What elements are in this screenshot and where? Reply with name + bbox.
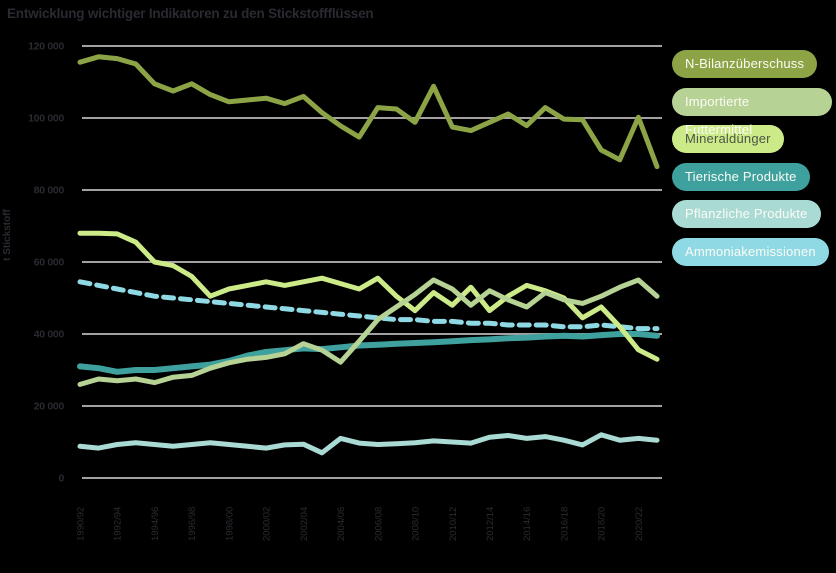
series-line-ammoniakemissionen bbox=[77, 279, 660, 332]
legend-pill-pflanzliche-produkte[interactable]: Pflanzliche Produkte bbox=[672, 200, 821, 228]
series-line-importierte-futtermittel bbox=[77, 277, 660, 387]
legend-pill-importierte-futtermittel[interactable]: Importierte Futtermittel bbox=[672, 87, 832, 137]
x-tick-label: 2018/20 bbox=[597, 507, 608, 541]
x-tick-label: 1996/98 bbox=[187, 507, 198, 541]
y-tick-label: 40 000 bbox=[34, 329, 65, 341]
y-axis-title: t Stickstoff bbox=[2, 208, 13, 260]
x-tick-label: 1992/94 bbox=[113, 507, 124, 541]
x-tick-label: 2000/02 bbox=[262, 507, 273, 541]
y-tick-label: 0 bbox=[58, 473, 64, 485]
legend-pill-tierische-produkte[interactable]: Tierische Produkte bbox=[672, 162, 810, 191]
y-tick-label: 120 000 bbox=[28, 41, 64, 53]
series-line-tierische-produkte bbox=[77, 331, 660, 375]
legend-pill-n-bilanz-berschuss[interactable]: N-Bilanzüberschuss bbox=[672, 50, 818, 78]
data-series-lines bbox=[77, 54, 660, 456]
x-tick-label: 2010/12 bbox=[448, 507, 459, 541]
series-line-pflanzliche-produkte bbox=[77, 432, 660, 456]
chart-title: Entwicklung wichtiger Indikatoren zu den… bbox=[7, 6, 374, 21]
y-tick-label: 80 000 bbox=[34, 185, 65, 197]
x-tick-label: 2012/14 bbox=[485, 507, 496, 541]
x-tick-label: 2016/18 bbox=[559, 507, 570, 541]
x-axis-tick-labels: 1990/92 1992/94 1994/96 1996/98 1998/00 2000/… bbox=[76, 507, 645, 541]
x-tick-label: 1990/92 bbox=[76, 507, 87, 541]
y-tick-label: 100 000 bbox=[28, 113, 64, 125]
x-tick-label: 1998/00 bbox=[224, 507, 235, 541]
legend-pill-minerald-nger[interactable]: Mineraldünger bbox=[672, 125, 784, 153]
y-tick-label: 20 000 bbox=[34, 401, 65, 413]
y-tick-label: 60 000 bbox=[34, 257, 65, 269]
x-tick-label: 2014/16 bbox=[522, 507, 533, 541]
x-tick-label: 2002/04 bbox=[299, 507, 310, 541]
x-tick-label: 2020/22 bbox=[634, 507, 645, 541]
series-line-n-bilanz-berschuss bbox=[77, 54, 660, 170]
x-tick-label: 2004/06 bbox=[336, 507, 347, 541]
y-axis-tick-labels: 0 20 000 40 000 60 000 80 000 100 000 120 000 bbox=[28, 41, 65, 485]
legend-pill-ammoniakemissionen[interactable]: Ammoniakemissionen bbox=[672, 237, 829, 266]
chart-legend: N-Bilanzüberschuss Importierte Futtermitt… bbox=[672, 50, 832, 275]
gridlines bbox=[82, 45, 662, 479]
x-tick-label: 2006/08 bbox=[373, 507, 384, 541]
x-tick-label: 2008/10 bbox=[411, 507, 422, 541]
x-tick-label: 1994/96 bbox=[150, 507, 161, 541]
